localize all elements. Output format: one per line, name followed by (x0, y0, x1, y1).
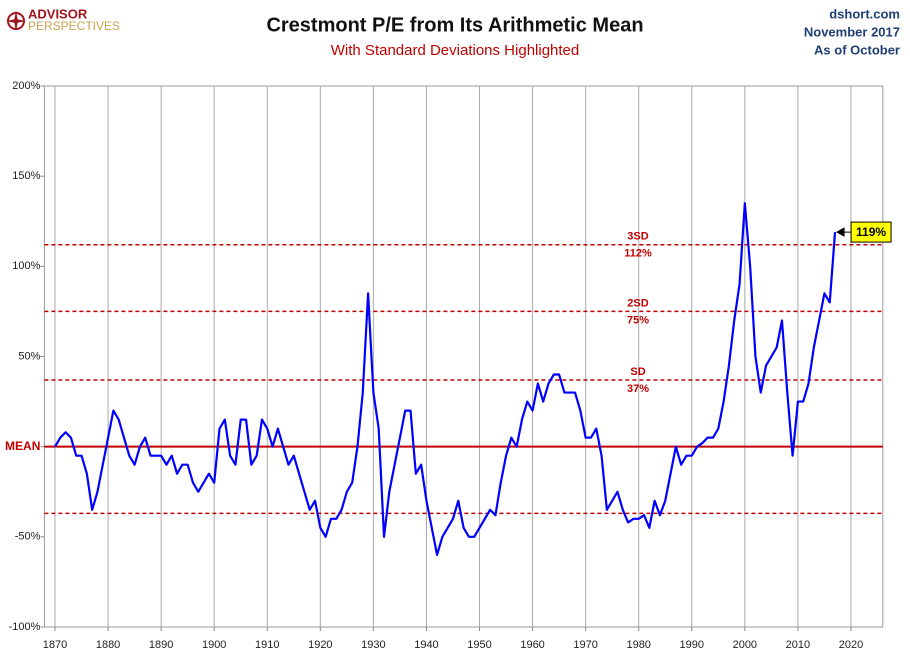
sd-label: 2SD (627, 297, 648, 309)
callout-arrow (836, 227, 852, 237)
x-tick-label: 1920 (308, 639, 332, 651)
x-tick-label: 1950 (467, 639, 491, 651)
x-tick-label: 2010 (786, 639, 810, 651)
chart-subtitle: With Standard Deviations Highlighted (331, 42, 579, 59)
y-tick-label: -50% (15, 531, 41, 543)
x-tick-label: 1910 (255, 639, 279, 651)
y-tick-label: MEAN (5, 439, 40, 453)
sd-value-label: 112% (624, 248, 652, 260)
x-tick-label: 2020 (839, 639, 863, 651)
sd-label: 3SD (627, 231, 648, 243)
callout-box (850, 221, 892, 243)
logo-icon (6, 11, 26, 31)
data-line (54, 202, 837, 556)
y-tick-label: 100% (12, 260, 40, 272)
source-site: dshort.com (829, 6, 900, 21)
callout-label: 119% (856, 225, 886, 239)
brand-name: ADVISOR (28, 6, 88, 21)
sd-value-label: 37% (627, 383, 649, 395)
x-tick-label: 1900 (202, 639, 226, 651)
x-tick-label: 1890 (149, 639, 173, 651)
x-tick-label: 1980 (626, 639, 650, 651)
chart-title: Crestmont P/E from Its Arithmetic Mean (266, 14, 643, 36)
x-tick-label: 1990 (680, 639, 704, 651)
x-tick-label: 2000 (733, 639, 757, 651)
y-tick-label: 200% (12, 80, 40, 92)
x-tick-label: 1880 (96, 639, 120, 651)
y-tick-label: 150% (12, 170, 40, 182)
x-tick-label: 1930 (361, 639, 385, 651)
x-tick-label: 1870 (43, 639, 67, 651)
source-date: November 2017 (804, 24, 900, 39)
y-tick-label: 50% (18, 350, 40, 362)
x-tick-label: 1940 (414, 639, 438, 651)
y-tick-label: -100% (9, 621, 41, 633)
brand-sub: PERSPECTIVES (28, 19, 120, 33)
source-as-of: As of October (814, 42, 900, 57)
sd-label: SD (630, 366, 645, 378)
x-tick-label: 1960 (520, 639, 544, 651)
sd-value-label: 75% (627, 314, 649, 326)
logo: ADVISOR PERSPECTIVES (6, 6, 120, 33)
x-tick-label: 1970 (573, 639, 597, 651)
